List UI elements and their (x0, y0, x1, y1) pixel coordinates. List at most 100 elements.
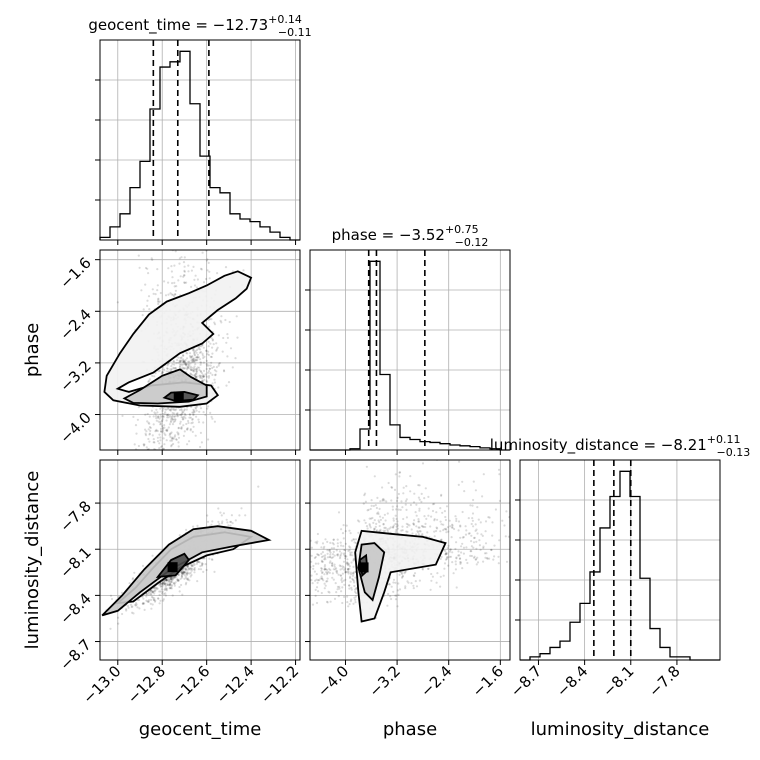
sample-point (182, 261, 186, 264)
sample-point (363, 519, 366, 522)
sample-point (482, 560, 485, 563)
sample-point (347, 605, 350, 608)
sample-point (186, 443, 189, 446)
sample-point (325, 600, 329, 603)
sample-point (171, 411, 174, 415)
sample-point (332, 556, 335, 559)
sample-point (147, 599, 151, 602)
sample-point (182, 572, 185, 575)
sample-point (511, 556, 513, 558)
sample-point (164, 464, 166, 466)
sample-point (358, 520, 361, 523)
sample-point (156, 300, 160, 303)
sample-point (173, 285, 176, 288)
sample-point (419, 530, 422, 533)
sample-point (144, 467, 146, 469)
sample-point (203, 375, 206, 378)
sample-point (310, 546, 313, 549)
sample-point (172, 437, 175, 440)
sample-point (368, 524, 371, 527)
sample-point (320, 591, 323, 595)
sample-point (167, 281, 170, 284)
sample-point (166, 429, 169, 432)
sample-point (375, 522, 378, 526)
sample-point (190, 564, 194, 568)
sample-point (347, 570, 350, 573)
sample-point (166, 579, 169, 582)
sample-point (130, 480, 132, 482)
sample-point (231, 522, 234, 525)
sample-point (167, 416, 170, 419)
sample-point (133, 454, 135, 456)
sample-point (315, 601, 319, 605)
sample-point (173, 281, 176, 284)
sample-point (170, 587, 173, 590)
sample-point (154, 599, 157, 602)
sample-point (162, 599, 165, 602)
sample-point (433, 502, 436, 505)
sample-point (217, 507, 220, 510)
sample-point (336, 545, 339, 548)
sample-point (213, 570, 216, 574)
sample-point (268, 562, 270, 564)
sample-point (116, 301, 119, 304)
sample-point (346, 595, 349, 598)
sample-point (207, 376, 210, 379)
sample-point (155, 428, 158, 431)
sample-point (161, 581, 165, 585)
sample-point (190, 356, 193, 359)
sample-point (352, 602, 355, 605)
sample-point (391, 526, 395, 529)
sample-point (231, 366, 234, 369)
sample-point (186, 352, 189, 355)
sample-point (162, 408, 165, 411)
sample-point (369, 526, 372, 529)
sample-point (170, 367, 173, 371)
sample-point (179, 577, 182, 581)
sample-point (180, 356, 183, 359)
sample-point (189, 367, 192, 370)
sample-point (290, 573, 292, 575)
sample-point (447, 544, 450, 547)
sample-point (407, 523, 410, 526)
sample-point (397, 508, 400, 511)
sample-point (252, 568, 254, 570)
sample-point (199, 407, 203, 410)
sample-point (147, 380, 150, 383)
sample-point (159, 415, 162, 418)
sample-point (316, 553, 319, 556)
sample-point (182, 573, 185, 576)
sample-point (392, 519, 395, 522)
sample-point (161, 582, 164, 585)
sample-point (196, 366, 199, 369)
sample-point (155, 587, 158, 590)
sample-point (342, 545, 345, 548)
sample-point (199, 358, 202, 361)
sample-point (192, 358, 195, 361)
sample-point (152, 292, 155, 295)
sample-point (340, 578, 343, 582)
sample-point (320, 575, 323, 578)
sample-point (170, 439, 174, 442)
sample-point (425, 517, 428, 521)
sample-point (147, 600, 150, 603)
sample-point (158, 465, 160, 467)
sample-point (191, 357, 194, 360)
sample-point (160, 372, 163, 375)
sample-point (481, 433, 483, 435)
sample-point (283, 569, 285, 571)
sample-point (324, 568, 327, 571)
hist-luminosity-distance-frame (519, 459, 721, 661)
sample-point (279, 576, 281, 578)
sample-point (152, 415, 155, 418)
sample-point (187, 567, 190, 570)
sample-point (418, 498, 421, 501)
sample-point (375, 512, 379, 515)
sample-point (185, 408, 188, 411)
sample-point (190, 567, 193, 570)
sample-point (137, 254, 140, 257)
sample-point (346, 561, 349, 564)
sample-point (323, 545, 326, 548)
sample-point (178, 590, 181, 593)
sample-point (174, 367, 177, 370)
